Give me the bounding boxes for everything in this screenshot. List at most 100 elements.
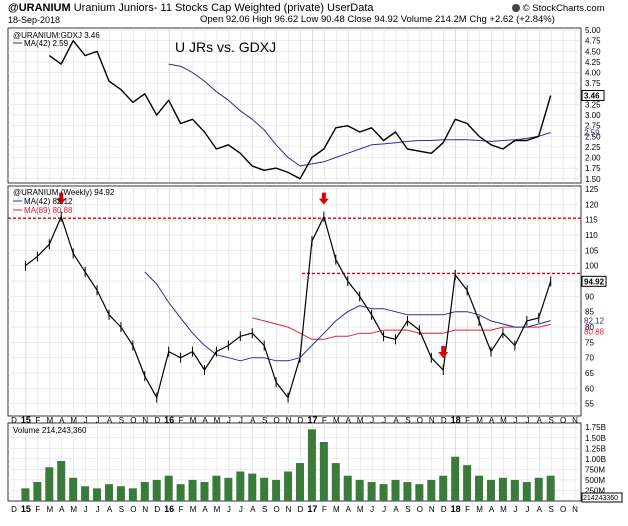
- x-tick-label: 18: [451, 504, 461, 514]
- x-tick-label: S: [119, 505, 124, 514]
- volume-bar: [33, 482, 42, 501]
- x-tick-label: O: [417, 505, 423, 514]
- x-tick-label: N: [572, 505, 578, 514]
- x-tick-label-mid: O: [130, 416, 136, 425]
- price-legend-symbol: @URANIUM (Weekly) 94.92: [13, 188, 115, 197]
- volume-bar: [248, 473, 257, 501]
- x-tick-label-mid: A: [537, 416, 543, 425]
- x-tick-label: J: [370, 505, 374, 514]
- x-tick-label: 15: [21, 504, 31, 514]
- volume-bar: [367, 482, 376, 501]
- volume-bar: [164, 475, 173, 501]
- volume-bar: [236, 471, 245, 501]
- ratio-last-label: 3.46: [584, 92, 600, 101]
- volume-bar: [475, 475, 484, 501]
- x-tick-label: S: [262, 505, 267, 514]
- x-tick-label-mid: S: [405, 416, 410, 425]
- price-legend-ma89: MA(89) 80.88: [24, 206, 73, 215]
- ratio-legend-ma: MA(42) 2.59: [24, 39, 69, 48]
- volume-bar: [295, 463, 304, 501]
- x-tick-label-mid: J: [239, 416, 243, 425]
- volume-bar: [343, 475, 352, 501]
- x-tick-label: S: [549, 505, 554, 514]
- price-last-label: 94.92: [584, 277, 605, 286]
- volume-bar: [284, 471, 293, 501]
- price-legend-ma42: MA(42) 82.12: [24, 197, 73, 206]
- volume-bar: [463, 465, 472, 501]
- x-tick-label-mid: D: [11, 416, 17, 425]
- y-tick-label-ratio: 1.50: [585, 175, 601, 184]
- y-tick-label-price: 85: [585, 308, 594, 317]
- y-tick-label-ratio: 4.75: [585, 37, 601, 46]
- x-tick-label: J: [96, 505, 100, 514]
- x-tick-label: A: [59, 505, 65, 514]
- x-tick-label: J: [227, 505, 231, 514]
- symbol: @URANIUM: [8, 2, 71, 14]
- x-tick-label: F: [322, 505, 327, 514]
- volume-last-tag: [581, 492, 623, 503]
- x-tick-label: D: [154, 505, 160, 514]
- price-ma42-line: [144, 271, 551, 362]
- x-tick-label: M: [214, 505, 221, 514]
- x-tick-label: S: [405, 505, 410, 514]
- ratio-legend-symbol: @URANIUM:GDXJ 3.46: [13, 31, 100, 40]
- volume-bar: [391, 479, 400, 501]
- ratio-ma-last-label: 2.59: [584, 128, 600, 137]
- y-tick-label-price: 65: [585, 369, 594, 378]
- y-tick-label-volume: 750M: [585, 465, 605, 474]
- x-tick-label-mid: D: [441, 416, 447, 425]
- x-tick-label-mid: M: [214, 416, 221, 425]
- credit: © StockCharts.com: [512, 3, 605, 14]
- x-tick-label: F: [465, 505, 470, 514]
- x-tick-label: A: [107, 505, 113, 514]
- y-tick-label-price: 110: [585, 231, 598, 240]
- x-tick-label-mid: O: [417, 416, 423, 425]
- stockcharts-logo-icon: [512, 4, 520, 12]
- volume-bar: [188, 479, 197, 501]
- x-tick-label-mid: A: [107, 416, 113, 425]
- x-tick-label: J: [513, 505, 517, 514]
- volume-bar: [331, 463, 340, 501]
- y-tick-label-volume: 1.00B: [585, 455, 606, 464]
- ratio-last-tag: [581, 90, 605, 102]
- x-tick-label-mid: S: [262, 416, 267, 425]
- y-tick-label-volume: 1.50B: [585, 434, 606, 443]
- y-tick-label-volume: 500M: [585, 476, 605, 485]
- x-tick-label-mid: N: [142, 416, 148, 425]
- y-tick-label-ratio: 5.00: [585, 26, 601, 35]
- y-tick-label-price: 55: [585, 400, 594, 409]
- x-tick-label-mid: 16: [164, 415, 174, 425]
- x-tick-label-mid: M: [476, 416, 483, 425]
- price-last-tag: [581, 275, 607, 287]
- x-tick-label: M: [70, 505, 77, 514]
- x-tick-label: O: [130, 505, 136, 514]
- x-tick-label-mid: O: [560, 416, 566, 425]
- y-tick-label-price: 90: [585, 292, 594, 301]
- x-tick-label: M: [46, 505, 53, 514]
- x-tick-label-mid: M: [70, 416, 77, 425]
- x-tick-label-mid: 17: [307, 415, 317, 425]
- volume-bar: [451, 456, 460, 501]
- x-tick-label-mid: M: [357, 416, 364, 425]
- x-tick-label-mid: 15: [21, 415, 31, 425]
- x-tick-label-mid: M: [500, 416, 507, 425]
- y-tick-label-ratio: 3.75: [585, 79, 601, 88]
- x-tick-label-mid: N: [572, 416, 578, 425]
- volume-bar: [486, 479, 495, 501]
- volume-bar: [212, 475, 221, 501]
- x-tick-label-mid: J: [227, 416, 231, 425]
- x-tick-label-mid: N: [286, 416, 292, 425]
- y-tick-label-price: 60: [585, 384, 594, 393]
- y-tick-label-ratio: 2.00: [585, 154, 601, 163]
- volume-bar: [498, 477, 507, 501]
- volume-bar: [355, 479, 364, 501]
- x-tick-label-mid: F: [465, 416, 470, 425]
- x-tick-label-mid: A: [202, 416, 208, 425]
- y-tick-label-price: 120: [585, 200, 599, 209]
- volume-bar: [128, 488, 137, 501]
- x-tick-label: F: [179, 505, 184, 514]
- x-tick-label: D: [298, 505, 304, 514]
- x-tick-label-mid: S: [549, 416, 554, 425]
- x-tick-label: A: [346, 505, 352, 514]
